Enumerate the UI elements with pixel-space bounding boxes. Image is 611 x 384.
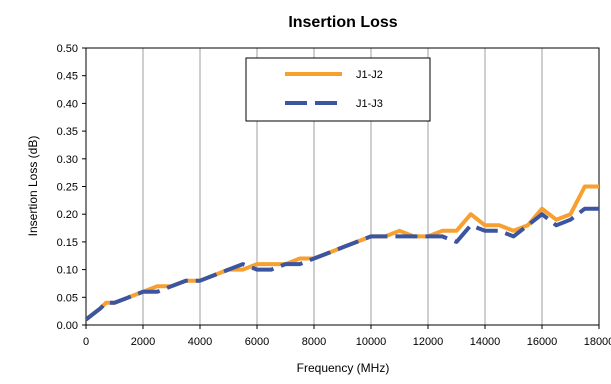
y-axis-ticks: 0.00 0.05 0.10 0.15 0.20 0.25 0.30 0.35 0.40 0.45… — [57, 43, 86, 332]
x-tick-label: 10000 — [356, 336, 387, 348]
x-axis-ticks: 0 2000 4000 6000 8000 10000 12000 14000 16000 180… — [83, 325, 611, 348]
y-tick-label: 0.20 — [57, 209, 78, 221]
series-layer — [84, 184, 599, 322]
chart-title: Insertion Loss — [288, 14, 397, 31]
x-tick-label: 0 — [83, 336, 89, 348]
y-tick-label: 0.25 — [57, 182, 78, 194]
x-tick-label: 6000 — [245, 336, 269, 348]
legend: J1-J2 J1-J3 — [245, 57, 431, 122]
series-line-j1-j3 — [84, 206, 599, 322]
legend-box — [245, 57, 431, 122]
x-tick-label: 4000 — [188, 336, 212, 348]
x-tick-label: 12000 — [413, 336, 444, 348]
x-axis-label: Frequency (MHz) — [297, 361, 390, 375]
x-tick-label: 2000 — [131, 336, 155, 348]
legend-label-j1-j2: J1-J2 — [356, 69, 383, 81]
legend-label-j1-j3: J1-J3 — [356, 98, 383, 110]
x-tick-label: 16000 — [527, 336, 558, 348]
y-tick-label: 0.15 — [57, 237, 78, 249]
y-tick-label: 0.35 — [57, 126, 78, 138]
y-axis-label: Insertion Loss (dB) — [26, 136, 40, 237]
y-tick-label: 0.30 — [57, 154, 78, 166]
y-tick-label: 0.00 — [57, 320, 78, 332]
y-tick-label: 0.45 — [57, 71, 78, 83]
y-tick-label: 0.40 — [57, 98, 78, 110]
y-tick-label: 0.05 — [57, 292, 78, 304]
x-tick-label: 14000 — [470, 336, 501, 348]
x-tick-label: 18000 — [584, 336, 611, 348]
y-tick-label: 0.10 — [57, 265, 78, 277]
y-tick-label: 0.50 — [57, 43, 78, 55]
series-line-j1-j2 — [84, 184, 599, 322]
x-tick-label: 8000 — [302, 336, 326, 348]
